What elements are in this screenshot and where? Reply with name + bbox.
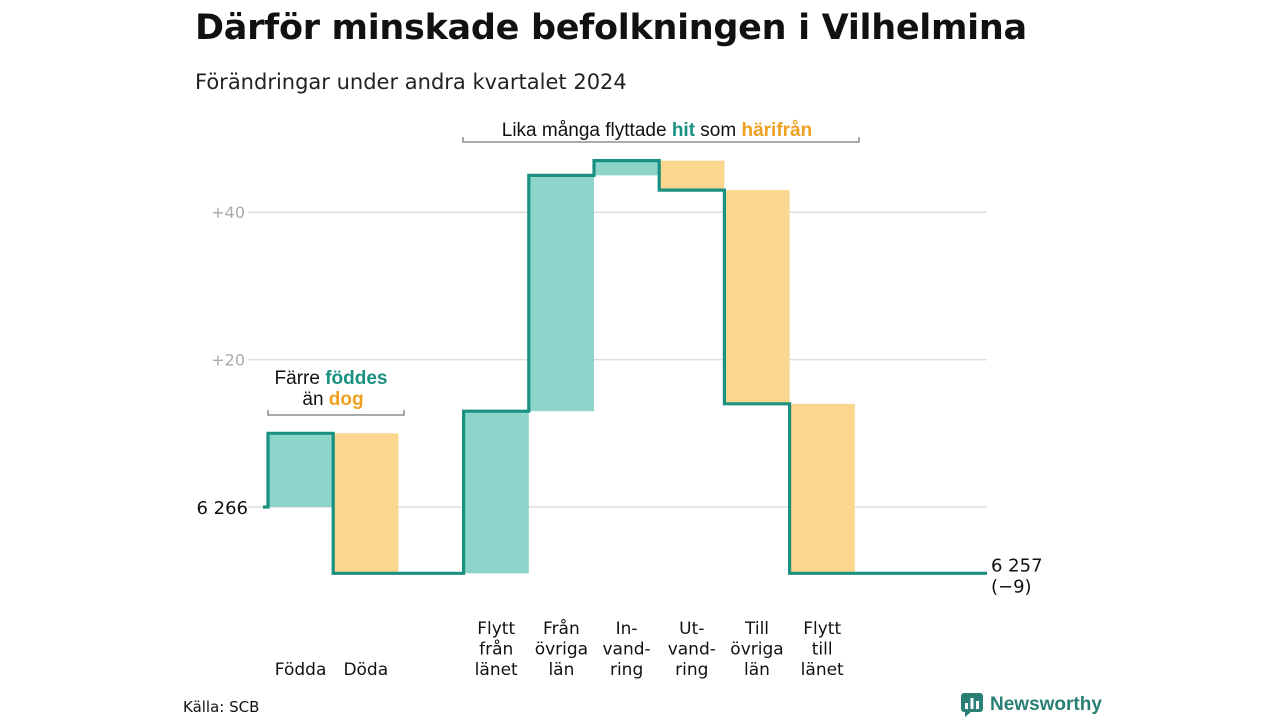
bar-chart-icon <box>961 693 983 717</box>
category-label: Ut- <box>679 619 704 639</box>
category-label: till <box>812 640 833 660</box>
end-value-label: 6 257 <box>991 555 1043 576</box>
annotation-births-line2: än dog <box>302 389 363 410</box>
category-label: vand- <box>603 640 651 660</box>
chart-title: Därför minskade befolkningen i Vilhelmin… <box>195 8 1027 48</box>
waterfall-bar <box>463 411 529 574</box>
annotation-bracket <box>267 410 405 416</box>
category-label: övriga <box>730 640 783 660</box>
y-tick-label: +40 <box>211 203 245 222</box>
category-label: länet <box>475 660 518 680</box>
category-label: länet <box>801 660 844 680</box>
brand-logo: Newsworthy <box>960 692 1102 718</box>
waterfall-bar <box>724 190 790 404</box>
category-label: In- <box>616 619 638 639</box>
category-label: övriga <box>535 640 588 660</box>
waterfall-bar <box>789 403 855 574</box>
category-label: vand- <box>668 640 716 660</box>
waterfall-bar <box>528 175 594 412</box>
annotation-moves: Lika många flyttade hit som härifrån <box>502 120 812 141</box>
annotation-births-line1: Färre föddes <box>275 368 388 389</box>
category-label: Flytt <box>803 619 841 639</box>
start-value-label: 6 266 <box>196 498 248 519</box>
source-note: Källa: SCB <box>183 698 260 716</box>
category-label: Flytt <box>477 619 515 639</box>
waterfall-bar <box>333 433 399 574</box>
chart-subtitle: Förändringar under andra kvartalet 2024 <box>195 70 627 94</box>
waterfall-bar <box>659 160 725 191</box>
category-label: Födda <box>275 660 327 680</box>
category-label: län <box>548 660 574 680</box>
category-label: från <box>479 639 513 660</box>
category-label: Från <box>543 618 580 639</box>
waterfall-bar <box>594 160 660 176</box>
waterfall-bar <box>268 433 334 507</box>
end-change-label: (−9) <box>991 576 1032 597</box>
y-tick-label: +20 <box>211 351 245 370</box>
category-label: ring <box>610 660 643 680</box>
category-label: Döda <box>343 660 388 680</box>
category-label: län <box>744 660 770 680</box>
category-label: Till <box>744 619 769 639</box>
annotation-bracket <box>462 137 860 143</box>
cumulative-step-line <box>263 159 987 575</box>
brand-name: Newsworthy <box>990 694 1102 715</box>
category-label: ring <box>675 660 708 680</box>
